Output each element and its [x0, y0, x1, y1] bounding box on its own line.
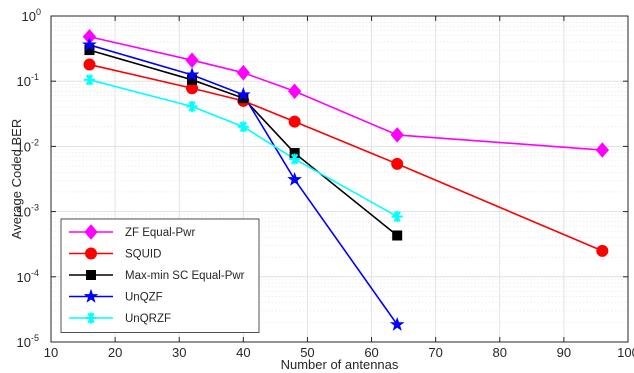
series-line-squid	[89, 63, 603, 252]
y-tick-label: 100	[22, 7, 41, 24]
axis-ticks	[50, 15, 629, 343]
data-point-unqzf	[389, 316, 405, 331]
minor-gridlines	[51, 18, 628, 323]
data-point-squid	[391, 157, 404, 170]
data-point-zf-equal-pwr	[595, 142, 610, 158]
data-point-unqzf	[82, 37, 97, 52]
y-tick-label: 10-3	[17, 203, 39, 220]
data-point-unqzf	[184, 67, 200, 82]
x-tick-label: 40	[236, 345, 250, 360]
y-tick-label: 10-2	[17, 137, 39, 154]
y-tick-labels: 10-5 10-4 10-3 10-2 10-1 100	[17, 7, 41, 350]
x-tick-label: 20	[108, 345, 122, 360]
x-tick-label: 90	[557, 345, 571, 360]
legend-marker-max-min-sc-equal-pwr	[86, 270, 96, 280]
legend-marker-squid	[85, 247, 97, 260]
y-axis-label: Average Coded BER	[9, 119, 24, 239]
data-point-unqrzf	[289, 153, 301, 165]
data-point-zf-equal-pwr	[185, 52, 199, 68]
data-point-zf-equal-pwr	[236, 64, 250, 81]
series-line-zf-equal-pwr	[89, 36, 603, 151]
x-tick-label: 60	[364, 345, 378, 360]
x-tick-label: 80	[493, 345, 507, 360]
legend-marker-unqrzf	[85, 312, 97, 324]
x-axis-label: Number of antennas	[281, 357, 399, 372]
y-tick-label: 10-4	[17, 268, 39, 285]
x-tick-labels: 10 20 30 40 50 60 70 80 90 100	[44, 345, 634, 360]
legend-label-zf-equal-pwr: ZF Equal-Pwr	[125, 227, 195, 239]
data-point-unqzf	[287, 171, 302, 186]
series-markers	[82, 29, 610, 331]
data-point-unqrzf	[237, 121, 249, 133]
data-point-squid	[288, 115, 301, 128]
data-point-max-min-sc-equal-pwr	[392, 230, 403, 241]
x-tick-label: 70	[428, 345, 442, 360]
data-point-zf-equal-pwr	[287, 83, 302, 100]
x-tick-label: 30	[172, 345, 186, 360]
legend-marker-unqzf	[83, 288, 99, 303]
y-tick-label: 10-1	[17, 72, 39, 89]
x-tick-label: 50	[300, 345, 314, 360]
legend-label-max-min-sc-equal-pwr: Max-min SC Equal-Pwr	[125, 270, 245, 282]
legend: ZF Equal-Pwr SQUID Max-min SC Equal-Pwr UnQ…	[60, 218, 260, 333]
data-point-zf-equal-pwr	[390, 127, 404, 143]
data-point-unqrzf	[391, 211, 403, 223]
legend-marker-zf-equal-pwr	[84, 224, 98, 240]
legend-label-squid: SQUID	[125, 249, 161, 261]
data-point-unqrzf	[83, 74, 95, 86]
data-point-squid	[83, 58, 96, 71]
legend-label-unqzf: UnQZF	[125, 292, 163, 304]
data-point-unqrzf	[186, 100, 198, 112]
legend-label-unqrzf: UnQRZF	[125, 313, 171, 325]
plot-frame	[50, 15, 629, 343]
y-tick-label: 10-5	[17, 333, 39, 350]
x-tick-label: 10	[44, 345, 58, 360]
data-point-squid	[596, 244, 609, 257]
x-tick-label: 100	[617, 345, 634, 360]
data-point-unqzf	[235, 87, 251, 101]
